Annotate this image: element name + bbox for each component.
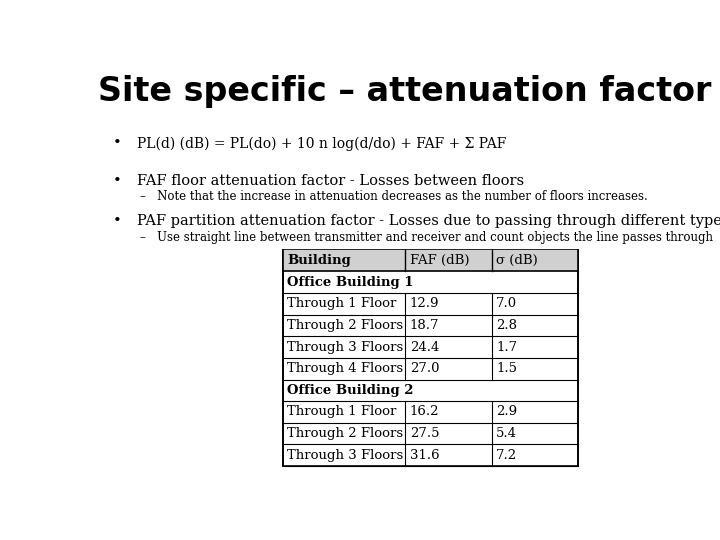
Bar	[282, 250, 578, 272]
Text: Through 1 Floor: Through 1 Floor	[287, 298, 396, 310]
Text: •: •	[112, 214, 121, 228]
Text: •: •	[112, 174, 121, 188]
Text: 31.6: 31.6	[410, 449, 439, 462]
Text: Building: Building	[287, 254, 351, 267]
Text: Through 2 Floors: Through 2 Floors	[287, 319, 403, 332]
Text: σ (dB): σ (dB)	[496, 254, 538, 267]
Text: Through 2 Floors: Through 2 Floors	[287, 427, 403, 440]
Text: 18.7: 18.7	[410, 319, 439, 332]
Text: Through 3 Floors: Through 3 Floors	[287, 449, 403, 462]
Text: FAF floor attenuation factor - Losses between floors: FAF floor attenuation factor - Losses be…	[138, 174, 525, 188]
Text: 12.9: 12.9	[410, 298, 439, 310]
Text: –   Use straight line between transmitter and receiver and count objects the lin: – Use straight line between transmitter …	[140, 231, 714, 244]
Text: Site specific – attenuation factor (AF) model: Site specific – attenuation factor (AF) …	[98, 75, 720, 108]
Text: 2.9: 2.9	[496, 406, 518, 419]
Text: 1.7: 1.7	[496, 341, 518, 354]
Text: 27.5: 27.5	[410, 427, 439, 440]
Text: Office Building 2: Office Building 2	[287, 384, 413, 397]
Text: 7.0: 7.0	[496, 298, 518, 310]
Text: 5.4: 5.4	[496, 427, 517, 440]
Text: PAF partition attenuation factor - Losses due to passing through different types: PAF partition attenuation factor - Losse…	[138, 214, 720, 228]
Text: 2.8: 2.8	[496, 319, 517, 332]
Text: 24.4: 24.4	[410, 341, 439, 354]
Text: Through 3 Floors: Through 3 Floors	[287, 341, 403, 354]
Text: •: •	[112, 136, 121, 150]
Text: Through 4 Floors: Through 4 Floors	[287, 362, 403, 375]
Text: Office Building 1: Office Building 1	[287, 276, 413, 289]
Text: 27.0: 27.0	[410, 362, 439, 375]
Bar	[282, 250, 578, 466]
Text: FAF (dB): FAF (dB)	[410, 254, 469, 267]
Text: PL(d) (dB) = PL(do) + 10 n log(d/do) + FAF + Σ PAF: PL(d) (dB) = PL(do) + 10 n log(d/do) + F…	[138, 136, 507, 151]
Text: 16.2: 16.2	[410, 406, 439, 419]
Text: 7.2: 7.2	[496, 449, 518, 462]
Text: 1.5: 1.5	[496, 362, 517, 375]
Text: –   Note that the increase in attenuation decreases as the number of floors incr: – Note that the increase in attenuation …	[140, 191, 648, 204]
Text: Through 1 Floor: Through 1 Floor	[287, 406, 396, 419]
